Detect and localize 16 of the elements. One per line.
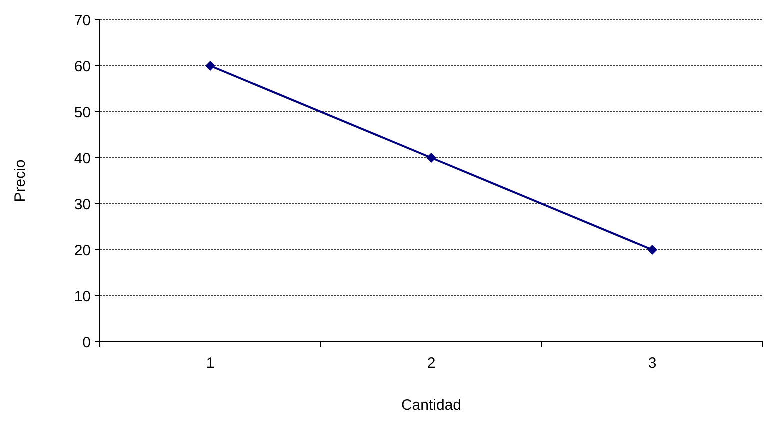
y-tick-label: 70 <box>74 12 91 30</box>
point <box>206 61 216 71</box>
y-tick-label: 20 <box>74 242 91 260</box>
y-tick-label: 10 <box>74 288 91 306</box>
point <box>648 245 658 255</box>
y-tick-label: 0 <box>82 334 91 352</box>
y-axis-title: Precio <box>12 160 29 202</box>
y-tick-label: 50 <box>74 104 91 122</box>
point <box>426 153 436 163</box>
x-tick-label: 2 <box>427 355 436 372</box>
x-axis-title: Cantidad <box>401 397 462 414</box>
y-tick-label: 40 <box>74 150 91 168</box>
x-tick-label: 1 <box>206 355 215 372</box>
y-tick-label: 60 <box>74 58 91 76</box>
y-tick-label: 30 <box>74 196 91 214</box>
x-tick-label: 3 <box>648 355 657 372</box>
